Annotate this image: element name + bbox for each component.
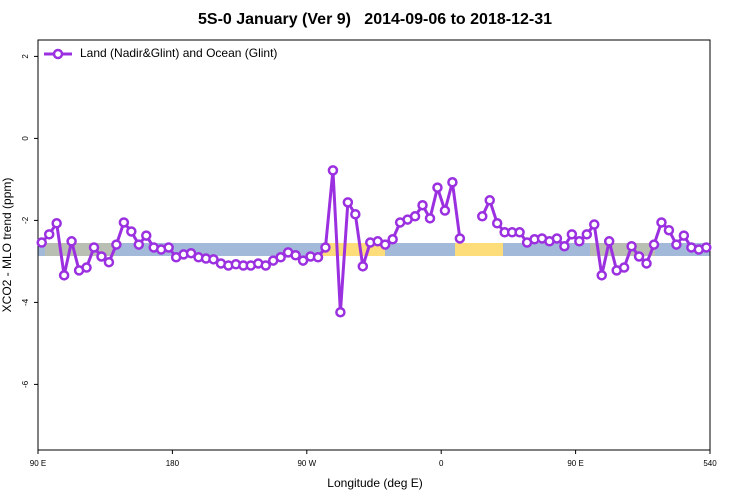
data-point xyxy=(551,233,563,244)
x-tick-label: 90 W xyxy=(297,459,316,468)
data-point xyxy=(596,270,607,281)
data-point xyxy=(626,240,637,252)
data-point xyxy=(350,209,361,220)
data-point xyxy=(477,211,488,222)
surface-band-land xyxy=(455,243,503,256)
data-point xyxy=(290,250,301,261)
data-point xyxy=(312,252,324,263)
data-point xyxy=(409,211,421,222)
data-point xyxy=(633,251,645,262)
legend-marker xyxy=(52,48,64,60)
y-tick-label: 2 xyxy=(21,54,30,59)
data-point xyxy=(141,230,152,241)
data-point xyxy=(387,234,398,245)
data-point xyxy=(566,229,578,240)
data-point xyxy=(379,239,391,250)
x-tick-label: 90 E xyxy=(30,459,46,468)
data-point xyxy=(81,262,92,273)
data-point xyxy=(320,242,331,253)
chart-title: 5S-0 January (Ver 9) 2014-09-06 to 2018-… xyxy=(198,11,552,28)
x-tick-label: 90 E xyxy=(567,459,583,468)
data-point xyxy=(133,239,145,250)
data-point xyxy=(454,233,466,244)
data-point xyxy=(663,224,675,236)
data-point xyxy=(432,182,443,193)
data-point xyxy=(439,205,451,216)
data-point xyxy=(678,230,690,241)
x-tick-label: 540 xyxy=(703,459,717,468)
data-point xyxy=(357,261,369,272)
data-point xyxy=(260,260,271,271)
data-point xyxy=(581,229,593,240)
data-point xyxy=(163,242,174,253)
data-point xyxy=(603,236,615,247)
data-point xyxy=(88,242,100,253)
data-point xyxy=(96,251,107,262)
data-point xyxy=(51,218,62,229)
data-point xyxy=(574,236,585,247)
data-point xyxy=(118,217,130,228)
y-tick-label: -6 xyxy=(21,380,30,388)
y-tick-label: 0 xyxy=(21,136,30,141)
x-tick-label: 0 xyxy=(439,459,444,468)
data-point xyxy=(424,213,436,224)
data-point xyxy=(103,256,115,268)
x-axis-label: Longitude (deg E) xyxy=(327,476,422,490)
data-point xyxy=(417,199,428,211)
data-point xyxy=(342,197,354,208)
data-point xyxy=(297,255,309,266)
data-point xyxy=(447,177,458,188)
y-axis-label: XCO2 - MLO trend (ppm) xyxy=(0,178,14,313)
data-point xyxy=(66,236,77,247)
data-point xyxy=(185,247,197,259)
data-point xyxy=(275,252,286,263)
data-point xyxy=(491,218,503,229)
data-point xyxy=(641,258,652,269)
data-point xyxy=(618,262,630,273)
y-tick-label: -2 xyxy=(21,216,30,224)
data-point xyxy=(484,195,495,206)
data-point xyxy=(701,242,712,253)
data-point xyxy=(58,270,70,281)
data-point xyxy=(327,165,339,176)
data-point xyxy=(36,237,47,248)
data-point xyxy=(559,240,570,252)
data-point xyxy=(335,306,346,318)
data-point xyxy=(126,226,137,237)
data-point xyxy=(656,217,667,228)
y-tick-label: -4 xyxy=(21,298,30,306)
data-point xyxy=(514,227,525,238)
legend-label: Land (Nadir&Glint) and Ocean (Glint) xyxy=(80,46,277,60)
data-point xyxy=(208,254,219,265)
x-tick-label: 180 xyxy=(166,459,180,468)
data-point xyxy=(43,229,55,240)
data-point xyxy=(648,239,660,250)
data-point xyxy=(111,239,122,250)
data-point xyxy=(671,239,682,250)
data-point xyxy=(589,219,600,230)
